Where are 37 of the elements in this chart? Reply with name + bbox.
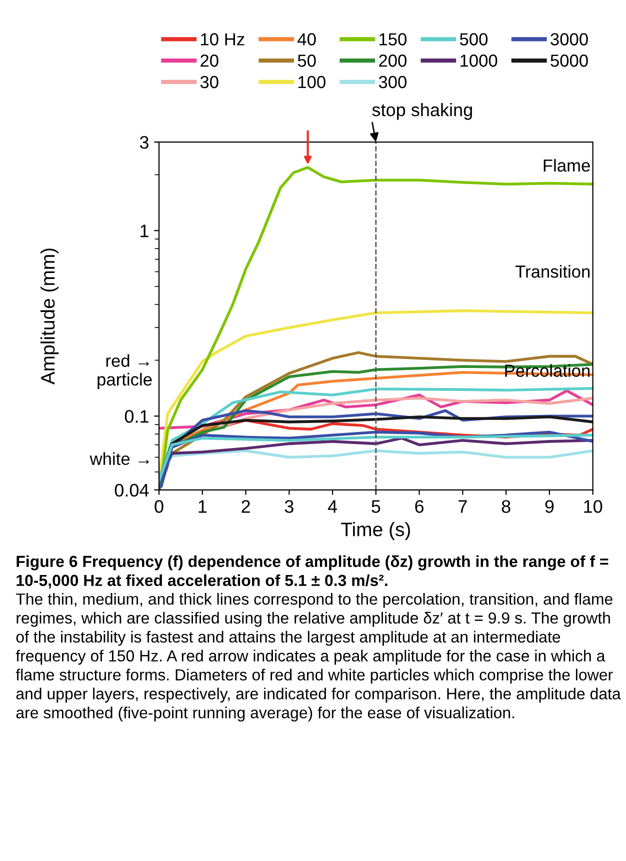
caption: Figure 6 Frequency (f) dependence of amplitude (δz) growth in the range of f = 10-5,000 Hz at fixed acceleration of 5.1 ± 0.3 m/s².	[16, 555, 608, 588]
y-tick-label: 0.04	[114, 484, 149, 497]
legend-label: 50	[298, 54, 316, 67]
y-tick-label: 1	[140, 224, 148, 238]
legend-label: 100	[298, 76, 326, 88]
x-tick-label: 7	[458, 500, 467, 513]
annotation: Transition	[515, 265, 590, 278]
y-tick-label: 0.1	[124, 410, 148, 423]
legend-label: 5000	[550, 54, 588, 67]
legend-label: 30	[200, 76, 218, 88]
legend-label: 3000	[550, 33, 588, 46]
annotation: Flame	[544, 158, 590, 172]
legend-label: 1000	[460, 54, 498, 67]
legend-label: 500	[460, 33, 488, 46]
text: The thin, medium, and thick lines correspond to the percolation, transition, and flame regimes, which are classified using the relative amplitude δz′ at t = 9.9 s. The growth of the instability is fastest and attains the largest amplitude at an intermediate frequency of 150 Hz. A red arrow indicates a peak amplitude for the case in which a flame structure forms. Diameters of red and white particles which comprise the lower and upper layers, respectively, are indicated for comparison. Here, the amplitude data are smoothed (five-point running average) for the ease of visualization.	[16, 592, 621, 722]
x-tick-label: 1	[198, 500, 207, 513]
x-tick-label: 10	[584, 500, 602, 513]
x-tick-label: 4	[328, 500, 338, 513]
x-axis-title: Time (s)	[341, 522, 410, 540]
x-tick-label: 9	[545, 500, 554, 513]
text: red → particle	[98, 354, 152, 390]
legend-label: 40	[298, 33, 316, 46]
x-tick-label: 0	[154, 500, 164, 513]
legend-label: 20	[200, 54, 218, 67]
legend-label: 10 Hz	[201, 33, 244, 46]
text: white →	[90, 452, 149, 466]
legend-label: 200	[379, 54, 406, 67]
x-tick-label: 8	[502, 500, 510, 513]
y-tick-label: 3	[140, 136, 148, 149]
x-tick-label: 2	[242, 500, 250, 513]
x-tick-label: 5	[372, 500, 380, 513]
x-tick-label: 6	[415, 500, 424, 513]
x-tick-label: 3	[284, 500, 294, 513]
ref-line-label: stop shaking	[372, 103, 472, 120]
y-axis-title: Amplitude (mm)	[40, 248, 59, 385]
legend-label: 300	[378, 76, 406, 88]
legend-label: 150	[380, 33, 406, 46]
